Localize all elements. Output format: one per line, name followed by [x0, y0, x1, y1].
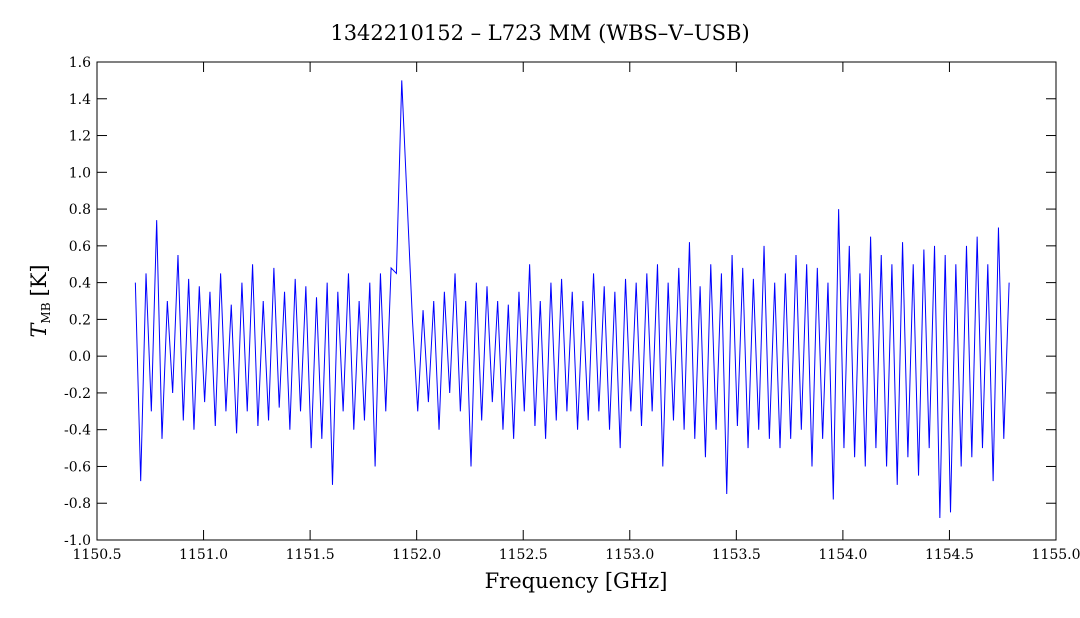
y-tick-label: 0.8	[69, 202, 91, 218]
x-tick-label: 1153.5	[712, 547, 761, 563]
y-tick-label: 0.0	[69, 349, 91, 365]
y-tick-label: -0.8	[64, 496, 91, 512]
spectrum-line	[134, 80, 1010, 518]
x-tick-label: 1154.0	[818, 547, 867, 563]
x-tick-label: 1154.5	[925, 547, 974, 563]
plot-area: -1.0 -0.8 -0.6 -0.4 -0.2 0.0 0.2 0.4 0.6 0.8 1.0 1.…	[64, 55, 1080, 563]
x-axis-label: Frequency [GHz]	[485, 569, 668, 593]
y-tick-label: -1.0	[64, 533, 91, 549]
x-tick-label: 1150.5	[73, 547, 122, 563]
x-tick-label: 1152.0	[392, 547, 441, 563]
y-tick-label: 1.2	[69, 129, 91, 145]
y-axis-label-symbol: T	[27, 322, 51, 338]
x-tick-label: 1151.5	[286, 547, 335, 563]
y-tick-label: 1.4	[69, 92, 91, 108]
y-tick-label: 1.0	[69, 165, 91, 181]
y-axis-label-sub: MB	[39, 302, 53, 323]
x-tick-label: 1153.0	[605, 547, 654, 563]
y-tick-label: -0.2	[64, 386, 91, 402]
y-axis-label: TMB [K]	[27, 264, 53, 337]
y-tick-label: 0.6	[69, 239, 91, 255]
chart-title: 1342210152 – L723 MM (WBS–V–USB)	[330, 21, 749, 45]
y-tick-label: 0.4	[69, 276, 91, 292]
y-tick-label: -0.4	[64, 423, 91, 439]
y-tick-label: 0.2	[69, 312, 91, 328]
plot-frame	[96, 61, 1057, 541]
x-tick-label: 1152.5	[499, 547, 548, 563]
y-tick-label: 1.6	[69, 55, 91, 71]
x-tick-label: 1155.0	[1032, 547, 1080, 563]
y-axis-label-unit: [K]	[27, 264, 51, 296]
x-tick-label: 1151.0	[179, 547, 228, 563]
y-tick-label: -0.6	[64, 459, 91, 475]
